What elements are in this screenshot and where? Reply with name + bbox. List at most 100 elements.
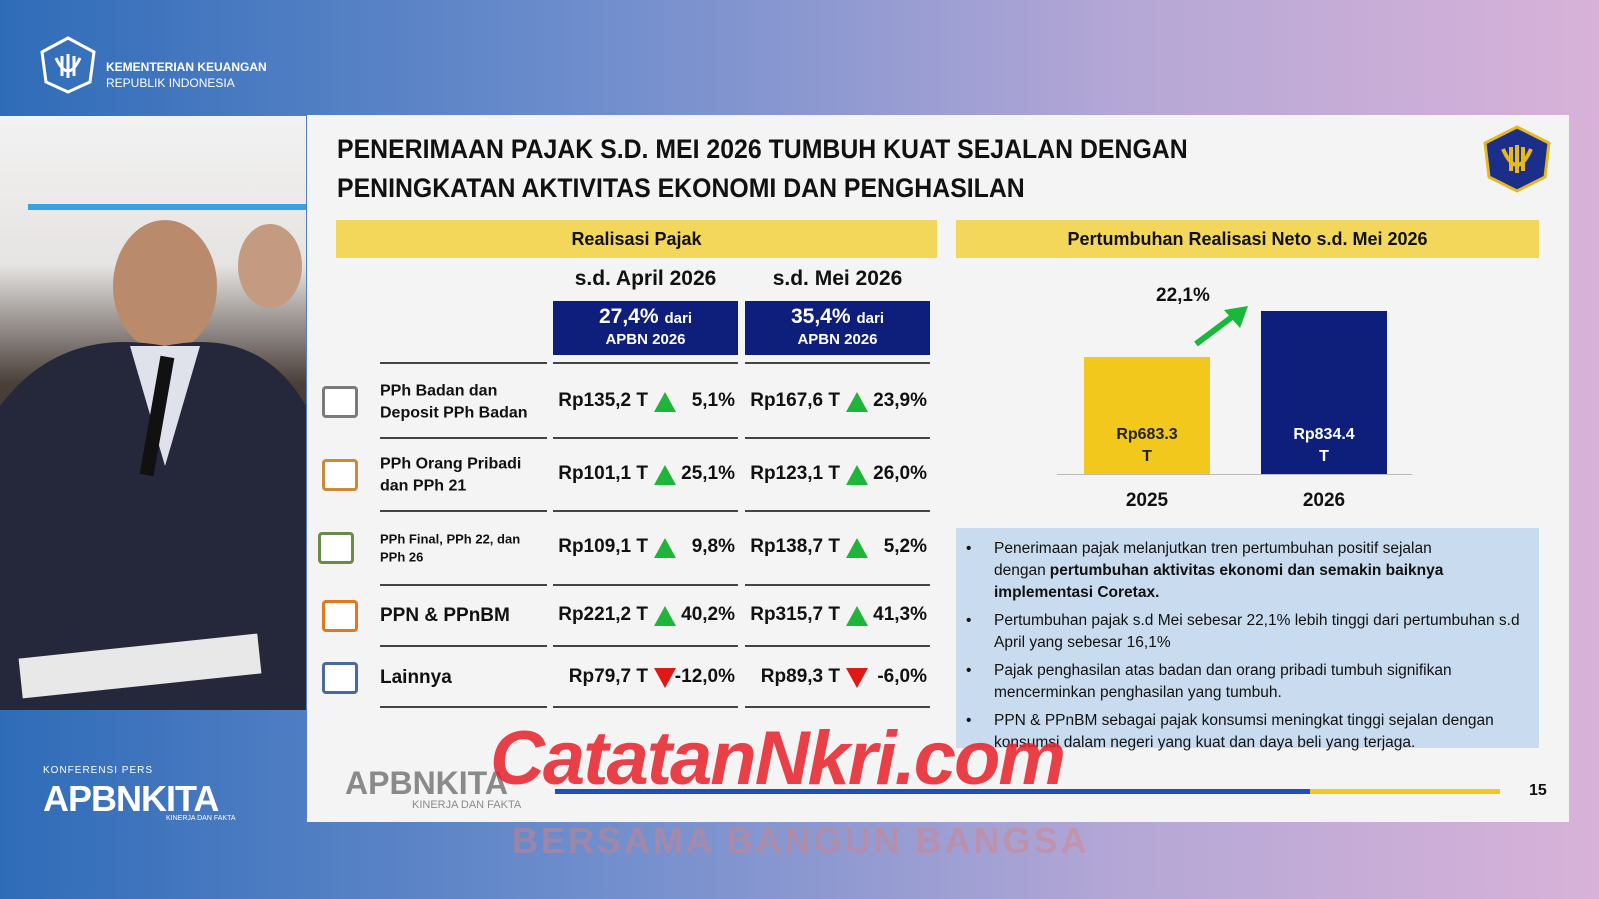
trend-up <box>846 465 868 485</box>
amount: Rp79,7 T <box>568 666 648 687</box>
row-rule <box>745 510 930 512</box>
column-period: s.d. Mei 2026 <box>772 267 903 290</box>
growth: 23,9% <box>873 390 927 411</box>
note-item: • PPN & PPnBM sebagai pajak konsumsi meni… <box>966 710 1525 754</box>
row-icon <box>318 532 354 564</box>
row-label: Lainnya <box>380 667 452 689</box>
row-icon <box>322 662 358 694</box>
row-icon <box>322 386 358 418</box>
amount: Rp101,1 T <box>558 463 648 484</box>
bar <box>1084 357 1210 474</box>
org-line1: KEMENTERIAN KEUANGAN <box>106 60 267 74</box>
row-rule <box>380 645 547 647</box>
note-item: • Pertumbuhan pajak s.d Mei sebesar 22,1%… <box>966 610 1525 654</box>
note-item: • Penerimaan pajak melanjutkan tren pertu… <box>966 538 1525 604</box>
row-rule <box>380 437 547 439</box>
row-rule <box>553 362 738 364</box>
branding-label: KONFERENSI PERS <box>43 765 154 776</box>
bullet: • <box>966 662 972 679</box>
amount: Rp315,7 T <box>750 604 840 625</box>
amount: Rp135,2 T <box>558 390 648 411</box>
amount: Rp221,2 T <box>558 604 648 625</box>
footer-logo: APBNKITA <box>345 765 508 801</box>
growth: 26,0% <box>873 463 927 484</box>
growth: 5,1% <box>691 390 735 411</box>
bar-value-label: Rp683.3 T <box>1116 426 1178 465</box>
trend-down <box>846 668 868 688</box>
row-rule <box>380 706 547 708</box>
note-text: Penerimaan pajak melanjutkan tren pertum… <box>994 540 1432 579</box>
notes-box: • Penerimaan pajak melanjutkan tren pertu… <box>956 528 1539 751</box>
ministry-emblem <box>40 36 96 94</box>
growth-arrow <box>1194 306 1248 347</box>
speaker-video <box>0 116 306 710</box>
row-rule <box>745 437 930 439</box>
row-rule <box>745 362 930 364</box>
growth: 40,2% <box>681 604 735 625</box>
amount: Rp138,7 T <box>750 536 840 557</box>
share-value: 35,4% <box>790 305 851 328</box>
branding-name: APBNKITA <box>43 778 219 819</box>
amount: Rp123,1 T <box>750 463 840 484</box>
bullet: • <box>966 612 972 629</box>
x-category: 2025 <box>1125 490 1169 511</box>
footer-tagline: KINERJA DAN FAKTA <box>412 799 522 811</box>
row-rule <box>553 584 738 586</box>
share-base: APBN 2026 <box>797 331 878 348</box>
growth-label: 22,1% <box>1156 285 1210 306</box>
row-rule <box>380 510 547 512</box>
trend-up <box>846 538 868 558</box>
page-number: 15 <box>1529 782 1547 799</box>
footer-bar-yellow <box>1310 789 1500 794</box>
watermark-slogan: BERSAMA BANGUN BANGSA <box>512 820 1090 861</box>
branding-tagline: KINERJA DAN FAKTA <box>166 815 236 822</box>
column-period: s.d. April 2026 <box>574 267 717 290</box>
growth: 5,2% <box>883 536 927 557</box>
row-rule <box>553 645 738 647</box>
chart-heading: Pertumbuhan Realisasi Neto s.d. Mei 2026 <box>956 220 1539 258</box>
video-stripe <box>28 204 306 210</box>
row-rule <box>745 584 930 586</box>
table-heading: Realisasi Pajak <box>336 220 937 258</box>
row-rule <box>553 437 738 439</box>
note-text: Pajak penghasilan atas badan dan orang p… <box>994 662 1452 701</box>
slide-emblem <box>1483 125 1551 193</box>
row-rule <box>380 584 547 586</box>
trend-down <box>654 668 676 688</box>
share-base: APBN 2026 <box>605 331 686 348</box>
row-rule <box>745 706 930 708</box>
row-label: PPh Final, PPh 22, dan PPh 26 <box>380 531 521 564</box>
row-icon <box>322 600 358 632</box>
row-rule <box>745 645 930 647</box>
chart-baseline <box>1057 474 1412 475</box>
bar <box>1261 311 1387 474</box>
row-label: PPh Orang Pribadi dan PPh 21 <box>380 455 522 494</box>
slide: PENERIMAAN PAJAK S.D. MEI 2026 TUMBUH KU… <box>307 115 1569 822</box>
row-rule <box>553 510 738 512</box>
footer-bar-blue <box>555 789 1310 794</box>
amount: Rp89,3 T <box>760 666 840 687</box>
amount: Rp109,1 T <box>558 536 648 557</box>
share-of: dari <box>664 310 693 327</box>
row-rule <box>380 362 547 364</box>
trend-up <box>654 606 676 626</box>
bullet: • <box>966 540 972 557</box>
share-of: dari <box>856 310 885 327</box>
speaker-figure <box>0 220 306 710</box>
bar-value-label: Rp834.4 T <box>1293 426 1355 465</box>
row-label: PPh Badan dan Deposit PPh Badan <box>380 382 528 421</box>
growth: -12,0% <box>674 666 735 687</box>
growth: 9,8% <box>691 536 735 557</box>
note-emphasis: pertumbuhan aktivitas ekonomi dan semaki… <box>994 562 1444 601</box>
share-line: 27,4% dari <box>553 301 738 329</box>
growth: 25,1% <box>681 463 735 484</box>
share-line: 35,4% dari <box>745 301 930 329</box>
row-label: PPN & PPnBM <box>380 605 510 627</box>
amount: Rp167,6 T <box>750 390 840 411</box>
slide-title: PENERIMAAN PAJAK S.D. MEI 2026 TUMBUH KU… <box>337 134 1188 203</box>
growth: 41,3% <box>873 604 927 625</box>
trend-up <box>846 392 868 412</box>
share-value: 27,4% <box>598 305 659 328</box>
